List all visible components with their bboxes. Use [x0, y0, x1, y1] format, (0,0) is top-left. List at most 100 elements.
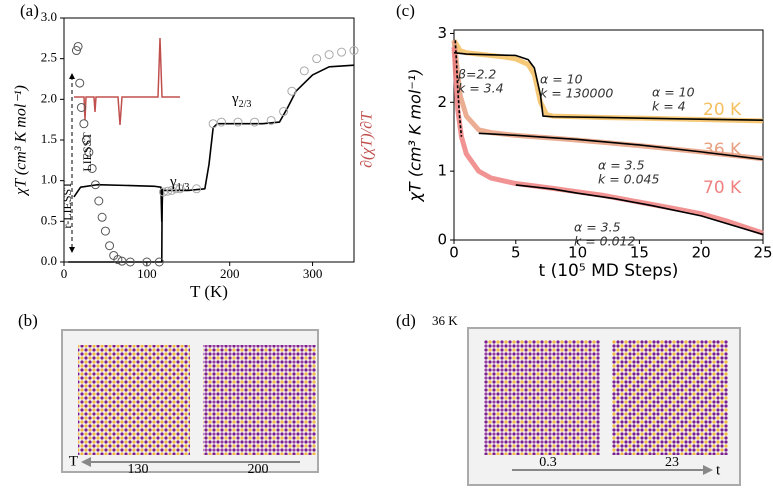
lattice-image — [484, 340, 600, 455]
data-point — [233, 117, 243, 127]
y-tick-label: 2.5 — [41, 50, 57, 65]
x-tick-label: 200 — [220, 266, 240, 281]
data-point — [154, 257, 164, 267]
x-tick-label: 0 — [449, 244, 459, 262]
annotation-symbol: γ — [231, 91, 239, 107]
x-tick-label: 100 — [137, 266, 157, 281]
y-tick-label: 3 — [437, 24, 447, 42]
panel-label: (c) — [396, 1, 415, 20]
y-tick-label: 0.5 — [41, 212, 57, 227]
fit-line — [453, 51, 764, 121]
plot-frame — [453, 29, 764, 241]
data-point — [113, 255, 123, 265]
panel-label: (a) — [20, 1, 39, 20]
annotation: α = 10 — [540, 72, 583, 87]
data-point — [175, 184, 185, 194]
data-point — [171, 184, 181, 194]
axis-label: T — [69, 453, 78, 469]
data-point — [163, 186, 173, 196]
annotation: α = 10 — [652, 85, 695, 100]
data-point — [87, 163, 97, 173]
axis-label: t — [716, 462, 721, 478]
data-point — [90, 180, 100, 190]
series-label: 70 K — [703, 178, 742, 198]
data-point — [142, 257, 152, 267]
x-tick-label: 300 — [303, 266, 323, 281]
x-tick-label: 0 — [61, 266, 68, 281]
y-tick-label: 0.0 — [41, 253, 57, 268]
data-point — [79, 119, 89, 129]
y-tick-label: 1 — [437, 162, 447, 180]
tick-label: 130 — [128, 462, 149, 477]
inset-derivative — [74, 37, 180, 126]
annotation: k = 3.4 — [458, 81, 504, 96]
panel-label: (b) — [18, 311, 38, 330]
y-axis-label: χT (cm³ K mol⁻¹) — [13, 85, 30, 197]
data-point — [208, 119, 218, 129]
annotation: γ1/3 — [169, 174, 189, 193]
data-point — [100, 226, 110, 236]
x-tick-label: 25 — [753, 244, 772, 262]
data-point — [84, 147, 94, 157]
annotation-symbol: γ — [169, 174, 177, 190]
data-point — [266, 115, 276, 125]
lattice-image — [203, 345, 316, 455]
annotation: LIESST — [80, 132, 94, 172]
y-tick-label: 1.5 — [41, 131, 57, 146]
data-point — [97, 212, 107, 222]
x-tick-label: 15 — [630, 244, 649, 262]
y2-axis-label: ∂(χT)/∂T — [359, 111, 376, 168]
annotation: γ2/3 — [231, 91, 251, 110]
tick-label: 0.3 — [539, 455, 557, 470]
data-point — [337, 47, 347, 57]
y-axis-label: χT (cm³ K mol⁻¹) — [406, 69, 425, 203]
x-tick-label: 10 — [568, 244, 587, 262]
y-tick-label: 3.0 — [41, 9, 57, 24]
data-point — [287, 86, 297, 96]
data-point — [81, 135, 91, 145]
plot-frame — [63, 17, 355, 263]
annotation: k = 0.045 — [598, 172, 659, 187]
y-tick-label: 1.0 — [41, 172, 57, 187]
annotation-subscript: 2/3 — [239, 99, 252, 110]
data-point — [250, 117, 260, 127]
tick-label: 200 — [248, 462, 269, 477]
y-tick-label: 2.0 — [41, 90, 57, 105]
data-point — [71, 46, 81, 56]
annotation: k = 4 — [652, 99, 686, 114]
fit-line — [73, 64, 355, 223]
data-point — [94, 196, 104, 206]
x-tick-label: 20 — [692, 244, 711, 262]
annotation: r-LIESST — [60, 181, 74, 229]
fit-line — [478, 132, 764, 161]
series-label: 20 K — [703, 100, 742, 120]
data-point — [192, 184, 202, 194]
x-axis-label: t (10⁵ MD Steps) — [539, 261, 679, 281]
lattice-image — [612, 340, 728, 455]
annotation: α = 3.5 — [598, 158, 645, 173]
data-point — [312, 54, 322, 64]
data-point — [167, 185, 177, 195]
data-point — [216, 117, 226, 127]
x-axis-label: T (K) — [190, 282, 228, 301]
data-point — [75, 78, 85, 88]
panel-title: 36 K — [432, 313, 458, 328]
data-point — [349, 46, 359, 56]
annotation-subscript: 1/3 — [177, 182, 190, 193]
data-point — [105, 241, 115, 251]
data-point — [73, 41, 83, 51]
y-tick-label: 0 — [437, 231, 447, 249]
fit-line — [68, 188, 163, 263]
data-point — [324, 50, 334, 60]
x-tick-label: 5 — [511, 244, 521, 262]
annotation: k = 0.012 — [574, 234, 635, 249]
y-tick-label: 2 — [437, 93, 447, 111]
data-point — [299, 66, 309, 76]
fit-line — [454, 40, 463, 137]
annotation: k = 130000 — [540, 86, 613, 101]
lattice-image — [78, 345, 190, 455]
series-label: 36 K — [703, 140, 742, 160]
data-point — [76, 102, 86, 112]
annotation: α = 3.5 — [574, 220, 621, 235]
